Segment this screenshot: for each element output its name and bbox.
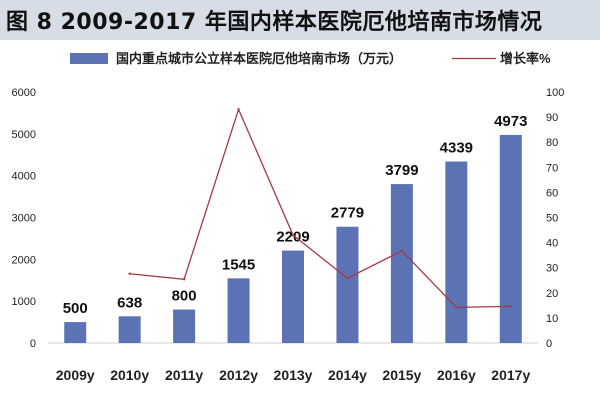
- y-right-tick-label: 100: [546, 87, 564, 99]
- growth-rate-point: [182, 278, 186, 281]
- legend-line-label: 增长率%: [500, 51, 551, 66]
- chart-title: 图 8 2009-2017 年国内样本医院厄他培南市场情况: [6, 10, 543, 35]
- x-tick-label: 2013y: [274, 367, 313, 383]
- y-left-tick-label: 1000: [12, 296, 36, 308]
- y-right-tick-label: 60: [546, 187, 558, 199]
- y-right-tick-label: 30: [546, 263, 558, 275]
- y-left-tick-label: 2000: [12, 254, 36, 266]
- growth-rate-point: [128, 272, 131, 275]
- legend-bar-swatch: [70, 53, 108, 64]
- bar: [118, 316, 141, 343]
- y-left-tick-label: 0: [30, 338, 36, 350]
- y-left-tick-label: 4000: [12, 171, 36, 183]
- growth-rate-point: [346, 277, 349, 280]
- growth-rate-point: [455, 306, 458, 309]
- growth-rate-point: [400, 249, 404, 253]
- bar-data-label: 638: [117, 294, 142, 311]
- bar-data-label: 2209: [276, 229, 309, 246]
- bar-data-label: 4973: [494, 113, 527, 130]
- x-tick-label: 2009y: [56, 367, 95, 383]
- growth-rate-point: [237, 108, 240, 111]
- growth-rate-point: [291, 233, 295, 237]
- bar: [390, 184, 413, 343]
- y-left-tick-label: 3000: [12, 213, 36, 225]
- y-right-tick-label: 50: [546, 213, 558, 225]
- x-tick-label: 2014y: [328, 367, 367, 383]
- bar: [227, 278, 250, 343]
- bar: [336, 226, 359, 343]
- legend-bar-label: 国内重点城市公立样本医院厄他培南市场（万元）: [116, 51, 402, 66]
- bar-data-label: 500: [63, 300, 88, 317]
- y-right-tick-label: 80: [546, 137, 558, 149]
- bar-data-label: 2779: [331, 205, 364, 222]
- x-tick-label: 2010y: [110, 367, 149, 383]
- y-right-tick-label: 20: [546, 288, 558, 300]
- bar: [64, 322, 87, 343]
- y-right-tick-label: 10: [546, 313, 558, 325]
- y-left-tick-label: 6000: [12, 87, 36, 99]
- bar: [173, 309, 196, 343]
- bar-data-label: 4339: [440, 139, 473, 156]
- x-tick-label: 2017y: [491, 367, 530, 383]
- y-right-tick-label: 40: [546, 238, 558, 250]
- y-left-tick-label: 5000: [12, 129, 36, 141]
- bar-data-label: 1545: [222, 256, 255, 273]
- x-tick-label: 2012y: [219, 367, 258, 383]
- bar-data-label: 800: [172, 288, 197, 305]
- y-right-tick-label: 70: [546, 162, 558, 174]
- chart: 0 1000 2000 3000 4000 5000 6000 0 10 20 30 40 50 60 70…: [12, 51, 565, 383]
- y-right-tick-label: 0: [546, 338, 552, 350]
- growth-rate-point: [509, 305, 512, 308]
- growth-rate-line: [129, 107, 511, 309]
- x-tick-label: 2011y: [165, 367, 203, 383]
- bar: [445, 161, 468, 343]
- x-tick-label: 2016y: [437, 367, 476, 383]
- title-bar: 图 8 2009-2017 年国内样本医院厄他培南市场情况: [0, 0, 600, 40]
- y-right-tick-label: 90: [546, 112, 558, 124]
- bar: [282, 250, 304, 343]
- bar: [499, 134, 522, 343]
- x-tick-label: 2015y: [382, 367, 421, 383]
- bar-data-label: 3799: [385, 162, 418, 179]
